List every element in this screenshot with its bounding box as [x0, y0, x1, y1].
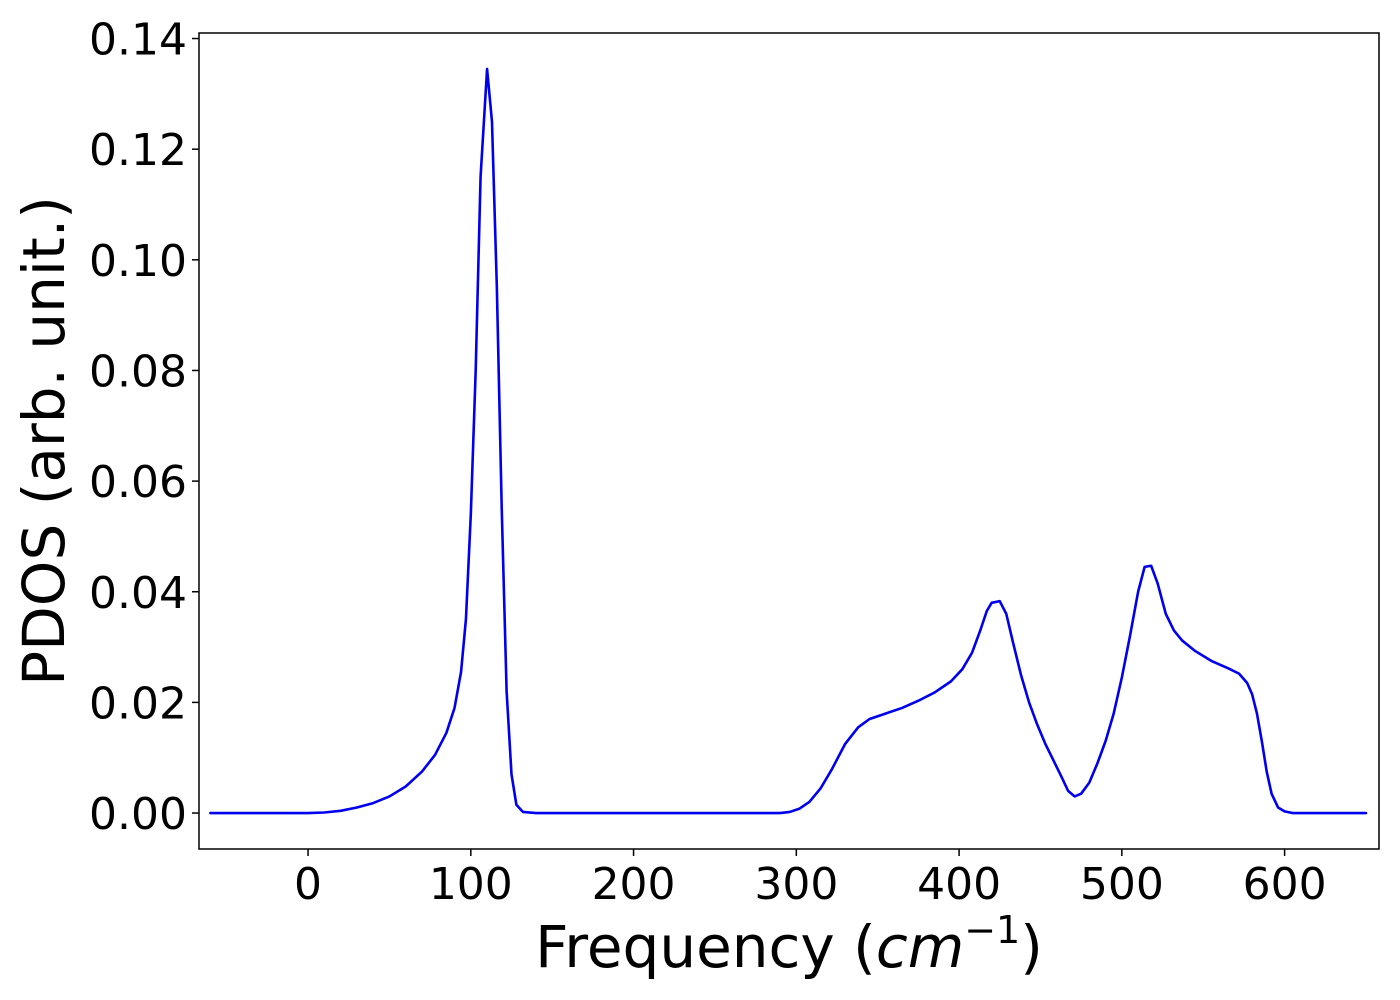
x-axis-label: Frequency (cm−1) [535, 908, 1043, 981]
x-tick-label: 500 [1080, 859, 1164, 910]
y-tick-label: 0.12 [89, 125, 187, 176]
x-tick-label: 600 [1243, 859, 1327, 910]
series-layer [209, 67, 1368, 815]
y-axis-label: PDOS (arb. unit.) [10, 196, 78, 686]
y-axis-ticks: 0.00 0.02 0.04 0.06 0.08 0.10 0.12 0.14 [89, 15, 199, 840]
y-tick-label: 0.02 [89, 678, 187, 729]
x-tick-label: 300 [754, 859, 838, 910]
x-axis-ticks: 0 100 200 300 400 500 600 [294, 849, 1327, 910]
plot-frame [198, 32, 1380, 850]
x-tick-label: 0 [294, 859, 322, 910]
x-tick-label: 400 [917, 859, 1001, 910]
x-tick-label: 100 [429, 859, 513, 910]
y-tick-label: 0.08 [89, 346, 187, 397]
y-tick-label: 0.10 [89, 236, 187, 287]
y-tick-label: 0.04 [89, 568, 187, 619]
series-line-0 [209, 67, 1368, 815]
y-tick-label: 0.06 [89, 457, 187, 508]
x-tick-label: 200 [592, 859, 676, 910]
y-tick-label: 0.14 [89, 15, 187, 66]
y-tick-label: 0.00 [89, 789, 187, 840]
